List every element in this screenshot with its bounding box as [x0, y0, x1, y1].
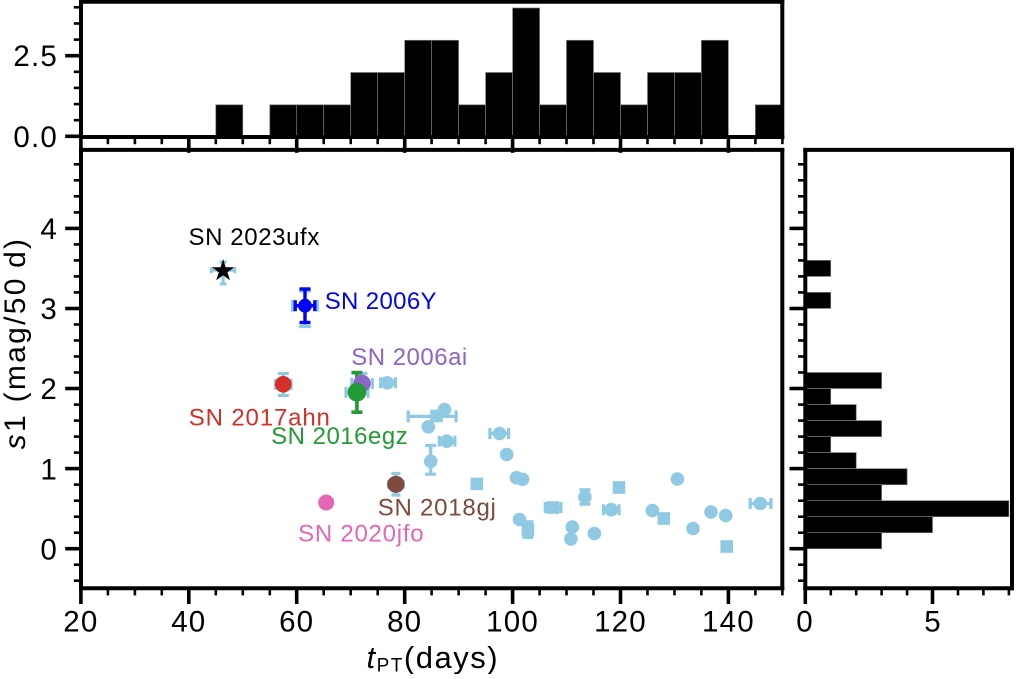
svg-text:140: 140 — [702, 606, 755, 639]
svg-text:3: 3 — [40, 293, 58, 326]
svg-text:tPT(days): tPT(days) — [367, 640, 500, 674]
svg-text:80: 80 — [387, 606, 422, 639]
svg-text:SN 2017ahn: SN 2017ahn — [189, 404, 331, 431]
svg-text:2: 2 — [40, 373, 58, 406]
svg-text:4: 4 — [40, 213, 58, 246]
svg-text:SN 2006Y: SN 2006Y — [325, 288, 437, 315]
svg-text:0: 0 — [40, 533, 58, 566]
svg-text:SN 2006ai: SN 2006ai — [351, 344, 468, 371]
svg-text:60: 60 — [279, 606, 314, 639]
svg-text:40: 40 — [171, 606, 206, 639]
svg-text:2.5: 2.5 — [13, 40, 58, 73]
svg-text:20: 20 — [63, 606, 98, 639]
svg-text:SN 2016egz: SN 2016egz — [271, 423, 408, 450]
svg-text:s1 (mag/50 d): s1 (mag/50 d) — [0, 237, 32, 450]
svg-text:100: 100 — [486, 606, 539, 639]
svg-text:1: 1 — [40, 453, 58, 486]
svg-text:120: 120 — [594, 606, 647, 639]
svg-text:5: 5 — [924, 606, 942, 639]
svg-text:0: 0 — [796, 606, 814, 639]
svg-text:SN 2020jfo: SN 2020jfo — [298, 520, 424, 547]
svg-text:SN 2018gj: SN 2018gj — [378, 495, 497, 522]
svg-text:SN 2023ufx: SN 2023ufx — [189, 224, 320, 251]
svg-text:0.0: 0.0 — [13, 121, 58, 154]
